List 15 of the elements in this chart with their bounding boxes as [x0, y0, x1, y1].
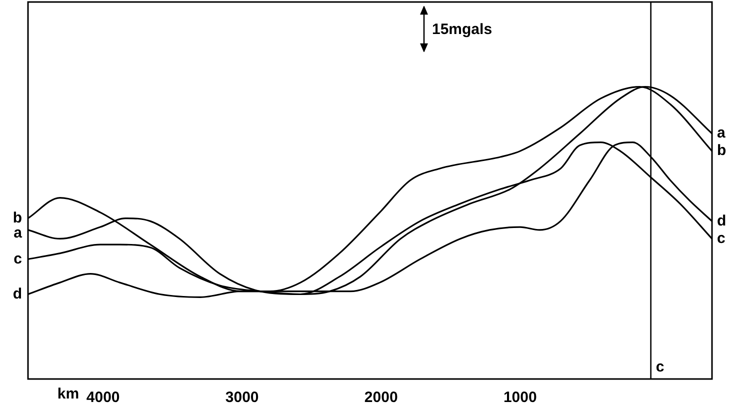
ref-line-label: c: [656, 358, 664, 376]
x-tick-label: 2000: [364, 389, 398, 406]
series-label: b: [717, 142, 726, 160]
series-label: a: [717, 124, 726, 142]
x-tick-label: 4000: [86, 389, 120, 406]
x-tick-label: 1000: [503, 389, 537, 406]
series-label: d: [717, 212, 726, 230]
text: 15mgals: [432, 20, 492, 38]
series-label: c: [717, 230, 726, 247]
x-tick-label: 3000: [225, 389, 259, 406]
text: c: [14, 250, 22, 268]
text: a: [14, 224, 22, 242]
text: b: [12, 209, 22, 226]
text: d: [12, 285, 22, 302]
x-axis-title: km: [57, 386, 80, 403]
